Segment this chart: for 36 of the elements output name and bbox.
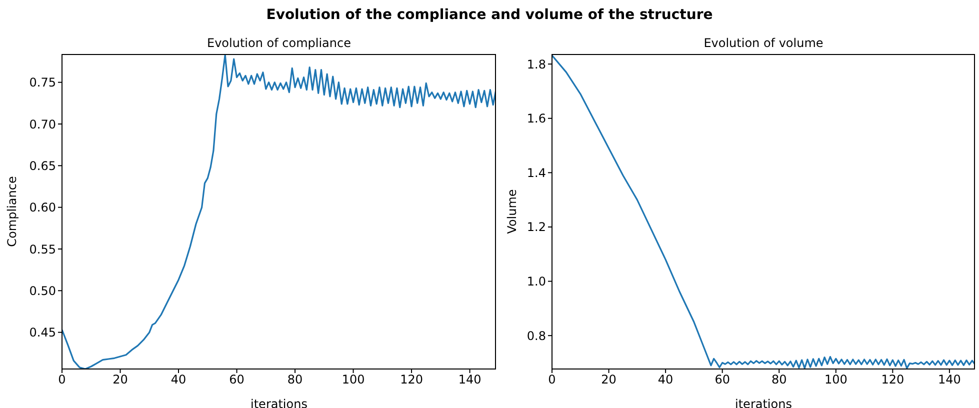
x-tick-label: 0 [548,372,556,387]
y-tick-label: 1.0 [526,274,546,289]
y-tick-label: 1.2 [526,220,546,234]
x-tick-label: 100 [824,372,848,387]
x-tick-label: 20 [601,372,616,387]
x-tick-label: 100 [342,372,365,387]
y-tick-label: 0.8 [526,328,546,343]
x-tick-label: 120 [881,372,904,387]
x-tick-label: 120 [400,372,423,387]
y-tick-label: 0.55 [29,242,56,256]
y-axis-title: Compliance [5,176,19,247]
y-tick-label: 1.8 [526,57,546,72]
x-tick-label: 0 [58,372,66,387]
chart-title: Evolution of compliance [206,36,352,50]
y-axis-title: Volume [505,189,519,234]
chart-title: Evolution of volume [702,36,824,50]
y-tick-label: 1.6 [526,112,546,126]
x-tick-label: 40 [170,372,186,387]
x-tick-label: 60 [229,372,244,387]
y-tick-label: 0.70 [29,117,56,132]
x-tick-label: 60 [714,372,730,387]
y-tick-label: 0.65 [29,158,56,173]
x-tick-label: 40 [658,372,674,387]
y-tick-label: 0.75 [29,76,56,90]
x-tick-label: 80 [771,372,787,387]
x-tick-label: 140 [458,372,482,387]
x-axis-title: iterations [250,397,308,408]
y-tick-label: 0.50 [29,284,56,298]
y-tick-label: 0.45 [29,326,56,340]
x-axis-title: iterations [735,397,792,408]
y-tick-label: 0.60 [29,200,56,215]
text: Evolution of the compliance and volume of the structure [265,7,714,23]
x-tick-label: 20 [112,372,128,387]
x-tick-label: 140 [938,372,961,387]
x-tick-label: 80 [287,372,303,387]
y-tick-label: 1.4 [526,166,546,180]
